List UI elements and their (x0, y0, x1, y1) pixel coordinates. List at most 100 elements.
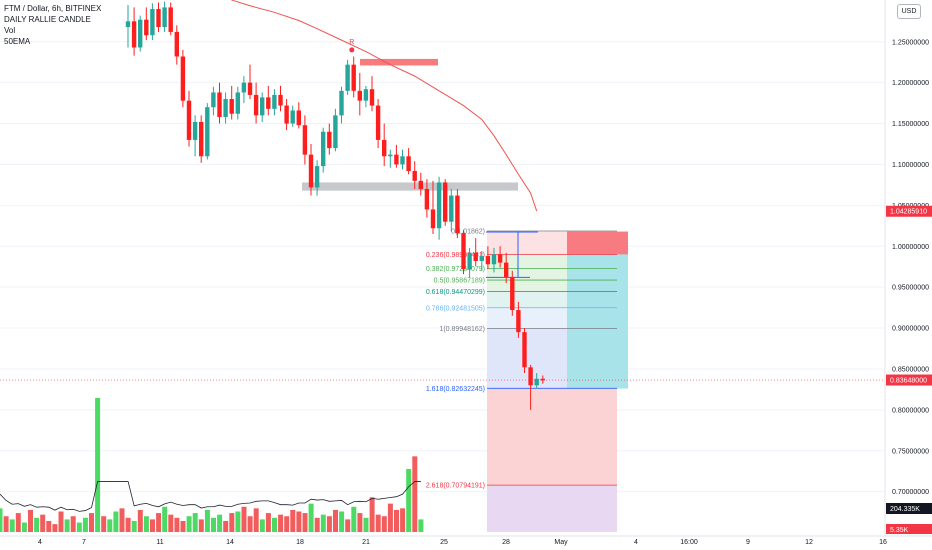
candle-body (241, 82, 247, 93)
volume-bar (272, 517, 277, 532)
volume-bar (156, 513, 162, 532)
x-tick-label: 28 (502, 539, 510, 546)
volume-bar (320, 514, 326, 532)
volume-bar (345, 519, 351, 532)
volume-bar (113, 511, 119, 532)
candle-body (211, 92, 216, 108)
candle-body (333, 115, 338, 149)
x-tick-label: 7 (82, 539, 86, 546)
candle-body (223, 99, 228, 118)
volume-bar (339, 511, 345, 532)
candle-body (418, 180, 423, 189)
fib-label-0: 0(1.01862) (451, 229, 485, 236)
volume-bar (64, 519, 70, 532)
volume-bar (9, 519, 15, 532)
x-tick-label: May (554, 539, 568, 546)
fib-label-2.618: 2.618(0.70794191) (426, 483, 485, 490)
x-tick-label: 4 (38, 539, 42, 546)
volume-bar (259, 519, 265, 532)
current-price-badge-bg (886, 374, 932, 386)
candle-body (369, 89, 375, 106)
resistance-zone (360, 58, 438, 66)
volume-bar (40, 514, 46, 532)
fib-label-0.382: 0.382(0.97264079) (426, 266, 485, 273)
candle-body (375, 105, 381, 140)
x-tick-label: 11 (156, 539, 163, 546)
x-tick-label: 9 (746, 539, 750, 546)
volume-bar (369, 497, 375, 532)
x-tick-label: 18 (296, 539, 304, 546)
volume-bar (247, 516, 253, 532)
currency-button[interactable]: USD (897, 4, 921, 19)
signal-marker (349, 47, 355, 53)
volume-bar (150, 519, 155, 532)
candle-body (150, 9, 155, 36)
volume-bar (52, 524, 58, 532)
y-tick-label: 0.90000000 (892, 326, 929, 333)
volume-bar (168, 514, 174, 532)
support-zone (302, 182, 518, 191)
candle-body (394, 154, 399, 165)
y-tick-label: 0.80000000 (892, 407, 929, 414)
y-tick-label: 1.10000000 (892, 162, 929, 169)
candle-body (253, 94, 259, 116)
volume-badge-bg (886, 503, 932, 514)
candle-body (455, 195, 460, 234)
volume-bar (290, 509, 296, 532)
candle-body (516, 310, 521, 333)
y-tick-label: 0.85000000 (892, 366, 929, 373)
candle-body (504, 262, 509, 278)
candle-body (321, 131, 326, 167)
ema-price-badge: 1.04285910 (890, 209, 927, 216)
candle-body (357, 90, 362, 101)
volume-bar (162, 506, 168, 532)
chart-legend: FTM / Dollar, 6h, BITFINEX DAILY RALLIE … (4, 3, 101, 47)
ema-line (231, 0, 538, 212)
candle-body (180, 56, 186, 101)
volume-bar (0, 508, 3, 532)
candle-body (400, 156, 405, 165)
target-upper-box (567, 231, 628, 255)
volume-bar (58, 511, 64, 532)
volume-badge2-bg (886, 524, 932, 534)
volume-bar (333, 509, 338, 532)
volume-bar (131, 520, 137, 532)
fib-label-1.618: 1.618(0.82632245) (426, 386, 485, 393)
x-tick-label: 16 (879, 539, 887, 546)
volume-badge2: 5.35K (890, 527, 909, 534)
candle-body (363, 89, 369, 101)
candle-body (510, 277, 515, 311)
candle-body (522, 332, 527, 368)
candle-body (308, 154, 314, 188)
volume-bar (418, 519, 424, 532)
candle-body (192, 121, 198, 140)
candle-body (382, 139, 387, 157)
legend-indicator-2: Vol (4, 26, 16, 35)
x-tick-label: 4 (634, 539, 638, 546)
volume-bar (406, 468, 412, 532)
fib-band-6 (487, 485, 617, 532)
candle-body (266, 97, 271, 109)
candle-body (168, 7, 173, 32)
volume-bar (375, 514, 381, 532)
candle-body (284, 105, 289, 124)
volume-bar (326, 516, 332, 532)
candle-body (302, 125, 308, 155)
volume-bar (76, 522, 82, 532)
y-tick-label: 1.25000000 (892, 39, 929, 46)
fib-label-0.618: 0.618(0.94470299) (426, 289, 485, 296)
candle-body (186, 100, 192, 140)
volume-bar (351, 506, 357, 532)
candle-body (528, 367, 533, 386)
volume-bar (180, 520, 186, 532)
volume-bar (204, 509, 210, 532)
candle-body (199, 121, 204, 157)
volume-bar (186, 516, 192, 532)
candle-body (339, 90, 344, 116)
volume-bar (363, 517, 369, 532)
x-tick-label: 16:00 (680, 539, 698, 546)
volume-bar (394, 509, 399, 532)
fib-retracement[interactable]: 0(1.01862) 0.236(0.98992431) 0.382(0.97264… (426, 229, 628, 532)
